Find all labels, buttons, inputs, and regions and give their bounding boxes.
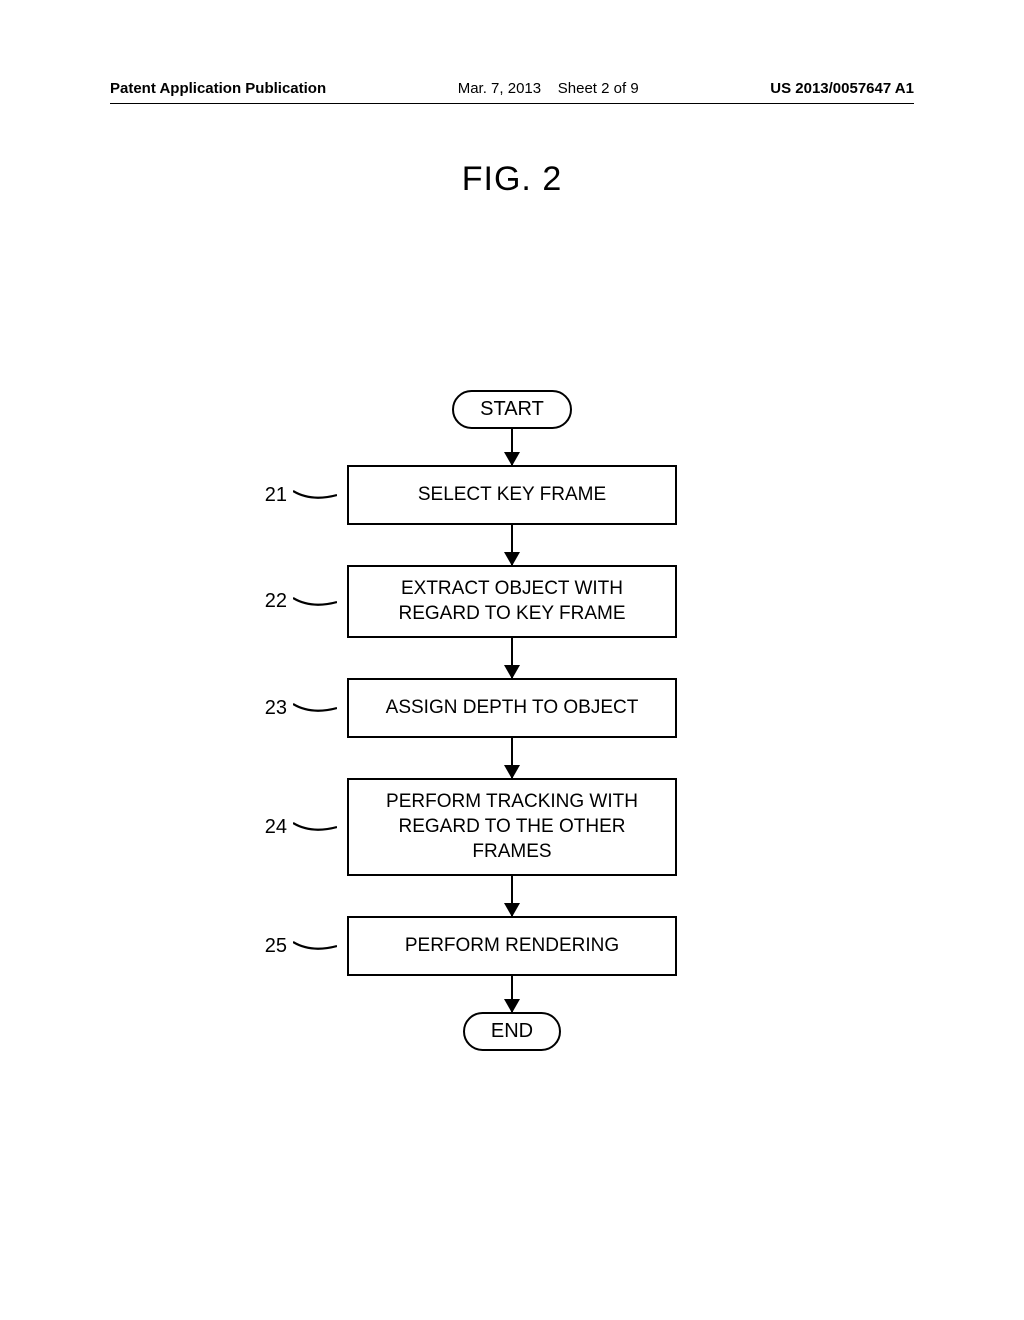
header-date: Mar. 7, 2013 [458, 80, 541, 97]
page-header: Patent Application Publication Mar. 7, 2… [0, 80, 1024, 112]
step-24-box: PERFORM TRACKING WITH REGARD TO THE OTHE… [347, 778, 677, 876]
step-23-box: ASSIGN DEPTH TO OBJECT [347, 678, 677, 738]
leader-line-icon [293, 486, 337, 504]
header-rule [110, 103, 914, 104]
step-21-box: SELECT KEY FRAME [347, 465, 677, 525]
header-pubnumber: US 2013/0057647 A1 [770, 80, 914, 97]
step-22-wrap: 22 EXTRACT OBJECT WITH REGARD TO KEY FRA… [347, 565, 677, 638]
step-24-wrap: 24 PERFORM TRACKING WITH REGARD TO THE O… [347, 778, 677, 876]
step-25-box: PERFORM RENDERING [347, 916, 677, 976]
arrow-icon [511, 976, 514, 1012]
leader-line-icon [293, 593, 337, 611]
ref-22-num: 22 [265, 590, 287, 613]
arrow-icon [511, 525, 514, 565]
header-sheet: Sheet 2 of 9 [558, 80, 639, 97]
flowchart: START 21 SELECT KEY FRAME 22 EXTRACT OBJ… [0, 390, 1024, 1051]
ref-21-num: 21 [265, 484, 287, 507]
leader-line-icon [293, 699, 337, 717]
ref-21: 21 [265, 484, 337, 507]
leader-line-icon [293, 937, 337, 955]
figure-title: FIG. 2 [0, 160, 1024, 199]
step-23-wrap: 23 ASSIGN DEPTH TO OBJECT [347, 678, 677, 738]
ref-23-num: 23 [265, 697, 287, 720]
end-terminator: END [463, 1012, 561, 1051]
ref-25-num: 25 [265, 935, 287, 958]
ref-25: 25 [265, 935, 337, 958]
step-22-box: EXTRACT OBJECT WITH REGARD TO KEY FRAME [347, 565, 677, 638]
start-terminator: START [452, 390, 572, 429]
arrow-icon [511, 638, 514, 678]
ref-23: 23 [265, 697, 337, 720]
header-date-sheet: Mar. 7, 2013 Sheet 2 of 9 [458, 80, 639, 97]
header-publication: Patent Application Publication [110, 80, 326, 97]
arrow-icon [511, 738, 514, 778]
arrow-icon [511, 429, 514, 465]
leader-line-icon [293, 818, 337, 836]
ref-24-num: 24 [265, 816, 287, 839]
step-21-wrap: 21 SELECT KEY FRAME [347, 465, 677, 525]
page: Patent Application Publication Mar. 7, 2… [0, 0, 1024, 1320]
step-25-wrap: 25 PERFORM RENDERING [347, 916, 677, 976]
ref-22: 22 [265, 590, 337, 613]
header-row: Patent Application Publication Mar. 7, 2… [110, 80, 914, 97]
ref-24: 24 [265, 816, 337, 839]
arrow-icon [511, 876, 514, 916]
